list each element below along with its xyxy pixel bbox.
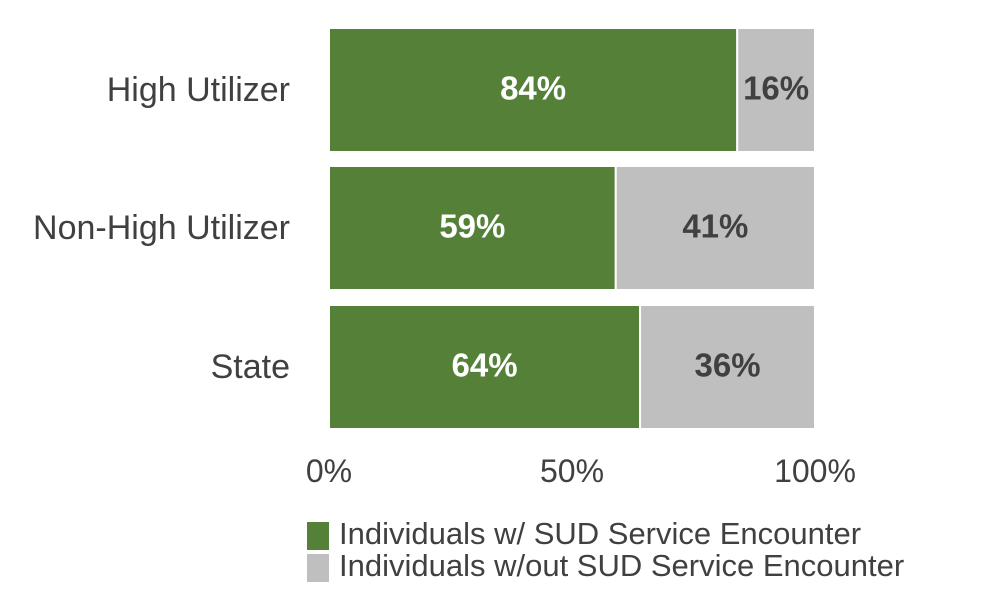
bar-segment	[639, 304, 816, 430]
category-label: Non-High Utilizer	[33, 209, 290, 247]
x-axis-tick-labels: 0% 50% 100%	[306, 453, 856, 489]
bar-segment	[328, 27, 739, 153]
bar-segment	[736, 27, 816, 153]
data-label: 36%	[694, 347, 760, 384]
x-tick-label: 50%	[540, 453, 604, 489]
legend-swatch	[307, 522, 329, 550]
x-tick-label: 0%	[306, 453, 352, 489]
x-tick-label: 100%	[774, 453, 856, 489]
data-label: 64%	[451, 347, 517, 384]
data-label: 84%	[500, 70, 566, 107]
data-label: 59%	[439, 208, 505, 245]
bar-segment	[614, 165, 816, 291]
legend-label: Individuals w/out SUD Service Encounter	[339, 548, 904, 583]
category-label: High Utilizer	[107, 71, 290, 109]
data-label: 41%	[682, 208, 748, 245]
legend-swatch	[307, 554, 329, 582]
legend-label: Individuals w/ SUD Service Encounter	[339, 516, 861, 551]
category-label: State	[211, 348, 290, 386]
bar-segment	[328, 304, 642, 430]
legend: Individuals w/ SUD Service EncounterIndi…	[307, 516, 904, 583]
bars-group: 84% 16% 59% 41% 64% 36%	[328, 27, 816, 430]
data-label: 16%	[743, 70, 809, 107]
category-labels: High Utilizer Non-High Utilizer State	[33, 71, 290, 386]
bar-segment	[328, 165, 617, 291]
